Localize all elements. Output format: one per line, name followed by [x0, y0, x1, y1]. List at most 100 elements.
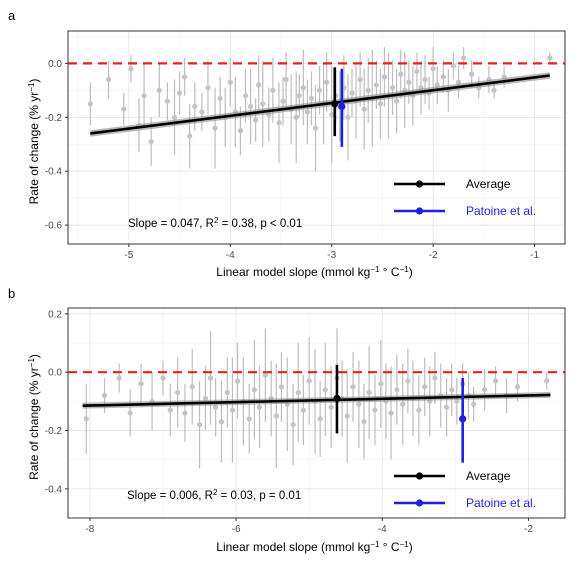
data-point: [105, 76, 112, 83]
data-point: [440, 74, 446, 80]
x-axis-title-text: ° C: [379, 540, 399, 554]
data-point: [547, 55, 553, 61]
x-axis-title-text: ): [409, 540, 413, 554]
data-point: [394, 98, 400, 104]
x-tick-label: -8: [85, 524, 94, 535]
data-point: [283, 76, 289, 83]
legend-label: Patoine et al.: [466, 496, 536, 510]
stats-superscript: 2: [213, 488, 218, 497]
stats-annotation: Slope = 0.006, R2 = 0.03, p = 0.01: [127, 488, 301, 503]
data-point: [276, 120, 282, 126]
legend: Average Patoine et al.: [394, 469, 536, 510]
data-point: [491, 87, 497, 93]
data-point: [213, 404, 219, 410]
panel-label: a: [8, 8, 16, 23]
data-point: [296, 93, 302, 99]
data-point: [83, 416, 89, 422]
data-point: [316, 87, 323, 93]
data-point: [388, 410, 394, 416]
data-point: [432, 375, 438, 381]
stats-text: = 0.38, p < 0.01: [218, 218, 302, 230]
legend-key-point: [415, 499, 424, 507]
data-point: [262, 372, 268, 378]
data-point: [229, 407, 236, 413]
data-point: [121, 106, 127, 112]
data-point: [450, 63, 457, 69]
x-tick-label: -6: [232, 524, 241, 535]
data-point: [308, 95, 315, 102]
data-point: [171, 114, 178, 120]
data-point: [317, 416, 323, 422]
data-point: [454, 398, 460, 404]
data-point: [350, 384, 356, 390]
panel-border: [67, 307, 566, 519]
data-point: [141, 93, 147, 99]
data-point: [378, 381, 384, 387]
data-point: [482, 387, 488, 393]
y-axis-title-superscript: −1: [27, 82, 36, 92]
legend-key-point: [415, 207, 424, 215]
y-tick-label: -0.2: [45, 426, 63, 437]
data-point: [192, 103, 198, 110]
data-point: [175, 389, 181, 396]
data-point: [199, 109, 205, 115]
x-axis-title: Linear model slope (mmol kg−1 ° C−1): [216, 265, 412, 280]
data-point: [471, 401, 477, 407]
data-point: [422, 76, 428, 83]
data-point: [227, 79, 233, 85]
stats-superscript: 2: [214, 216, 219, 225]
data-point: [365, 87, 371, 93]
data-point: [247, 103, 254, 110]
x-axis-title-superscript: −1: [400, 265, 410, 274]
plot-background: [68, 308, 565, 518]
y-axis-title-text: Rate of change (% yr: [27, 92, 41, 205]
data-point: [306, 378, 312, 384]
data-point: [156, 87, 162, 93]
data-point: [128, 66, 134, 72]
legend-key-point: [415, 180, 424, 188]
data-point: [361, 419, 367, 425]
data-point: [217, 95, 223, 102]
data-point: [312, 125, 319, 131]
data-point: [345, 114, 351, 120]
data-point: [430, 66, 436, 72]
data-point: [492, 378, 499, 384]
axes: -5 -4 -3 -2 -1 0.0 -0.2 -0.4 -0.6: [45, 59, 540, 261]
y-tick-label: -0.4: [45, 167, 63, 178]
data-points: [83, 328, 550, 469]
data-point: [300, 85, 306, 91]
data-point: [377, 101, 383, 107]
data-point: [87, 101, 93, 107]
y-axis-title-text: Rate of change (% yr: [27, 367, 41, 480]
x-axis-title-text: ° C: [379, 265, 399, 279]
data-point: [196, 422, 203, 428]
stats-text: Slope = 0.006, R: [127, 490, 213, 502]
data-point: [205, 85, 211, 91]
regression-line: [82, 393, 551, 408]
data-point: [293, 114, 299, 120]
data-point: [381, 74, 388, 80]
data-point: [366, 389, 372, 396]
panel-label: b: [8, 286, 15, 301]
data-point: [398, 71, 404, 77]
data-point: [406, 79, 412, 85]
data-point: [405, 378, 411, 384]
data-point: [328, 404, 334, 410]
y-tick-label: -0.4: [45, 484, 63, 495]
data-point: [251, 387, 257, 393]
panel-border: [67, 30, 566, 245]
data-point: [460, 55, 467, 61]
data-point: [256, 82, 262, 88]
y-axis-title: Rate of change (% yr−1): [27, 354, 42, 480]
data-point: [148, 138, 154, 145]
data-point: [202, 395, 209, 402]
x-tick-label: -2: [524, 524, 533, 535]
data-point: [127, 410, 133, 416]
data-point: [278, 384, 285, 390]
data-point: [544, 378, 550, 384]
panel-b: -8 -6 -4 -2 0.2 0.0 -0.2 -0.4 Linear model slope…: [8, 286, 566, 554]
x-tick-label: -4: [226, 250, 235, 261]
panel-a: -5 -4 -3 -2 -1 0.0 -0.2 -0.4 -0.6 Linear model sl…: [8, 8, 566, 280]
data-point: [280, 98, 286, 104]
